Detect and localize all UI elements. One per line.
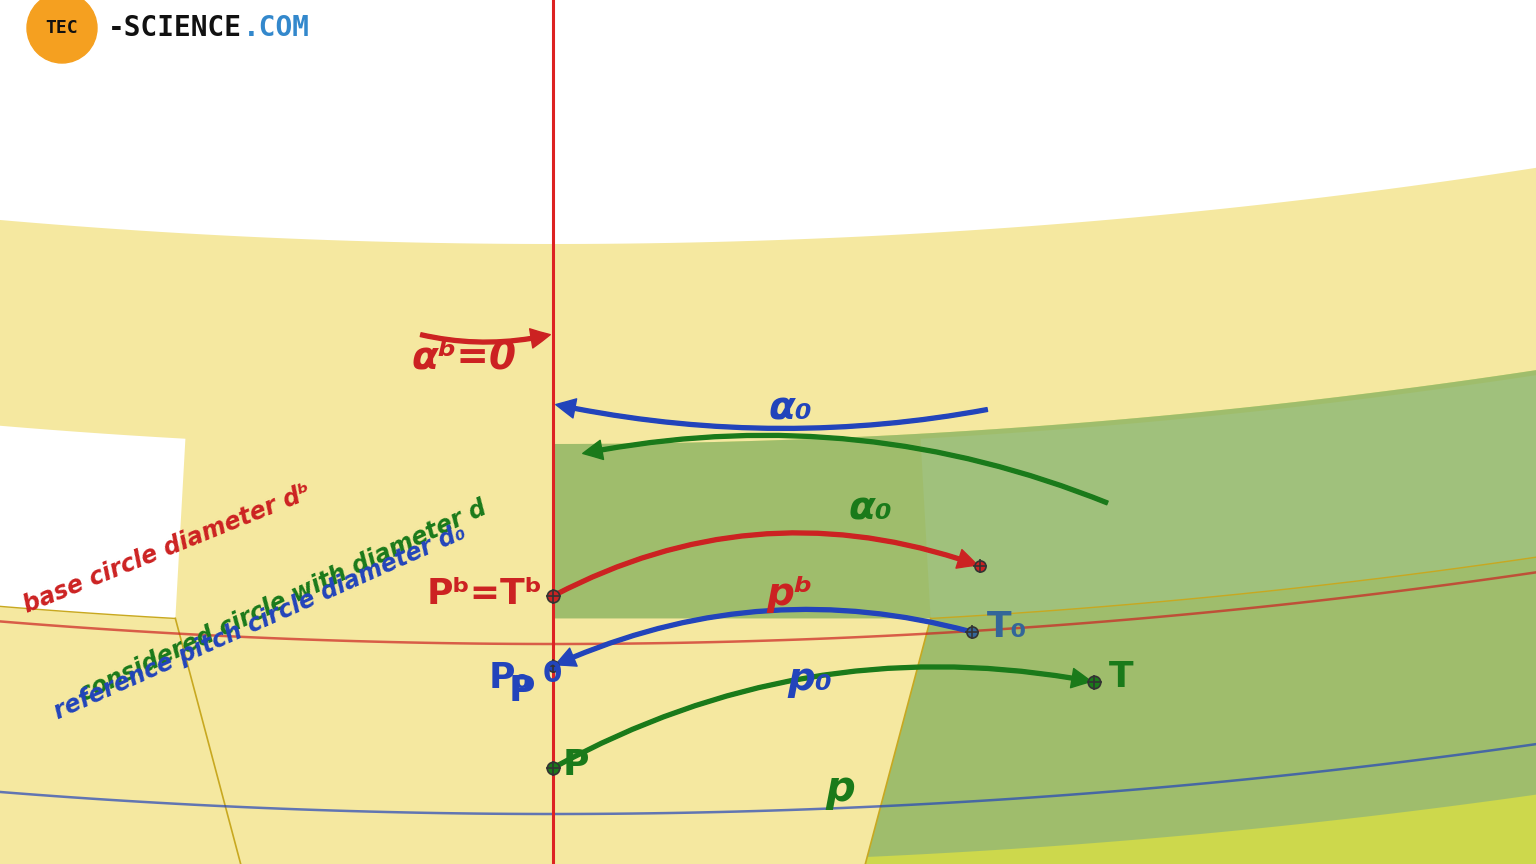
FancyArrowPatch shape [421,329,550,348]
Polygon shape [175,619,931,864]
Polygon shape [553,262,1536,864]
Text: p₀: p₀ [788,660,833,698]
Text: P: P [564,748,590,782]
Polygon shape [0,347,186,619]
Text: P₀: P₀ [488,661,531,695]
Circle shape [28,0,97,63]
Text: 0: 0 [544,660,562,688]
FancyArrowPatch shape [556,607,969,666]
Text: TEC: TEC [46,19,78,37]
Polygon shape [920,347,1536,619]
Polygon shape [553,234,1536,864]
Text: αᵇ=0: αᵇ=0 [412,340,516,378]
Text: Pᵇ=Tᵇ: Pᵇ=Tᵇ [427,577,544,611]
Text: α₀: α₀ [848,490,892,528]
Text: T₀: T₀ [988,610,1028,644]
Text: pᵇ: pᵇ [766,575,813,613]
Text: p: p [825,768,856,810]
FancyArrowPatch shape [556,399,988,430]
Text: reference pitch circle diameter d₀: reference pitch circle diameter d₀ [51,520,468,724]
Text: .COM: .COM [243,14,310,42]
FancyArrowPatch shape [554,665,1091,768]
Text: considered circle with diameter d: considered circle with diameter d [75,496,490,707]
FancyArrowPatch shape [582,434,1107,505]
Text: α₀: α₀ [768,390,813,428]
Text: base circle diameter dᵇ: base circle diameter dᵇ [20,480,315,618]
Text: P: P [508,674,535,708]
Text: -SCIENCE: -SCIENCE [108,14,243,42]
FancyArrowPatch shape [554,530,977,596]
Text: T: T [1109,660,1134,694]
